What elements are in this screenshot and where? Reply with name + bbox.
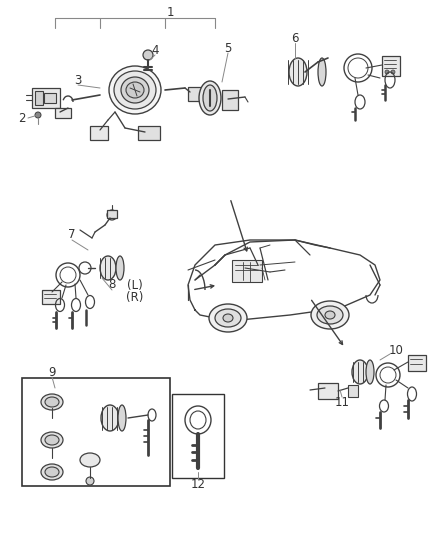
Bar	[35, 91, 43, 105]
Ellipse shape	[366, 360, 374, 384]
Circle shape	[391, 70, 395, 74]
Circle shape	[385, 70, 389, 74]
Text: 4: 4	[151, 44, 159, 56]
Circle shape	[35, 112, 41, 118]
Text: 8: 8	[108, 279, 116, 292]
Ellipse shape	[209, 304, 247, 332]
Ellipse shape	[289, 58, 307, 86]
Text: 1: 1	[166, 5, 174, 19]
Text: 2: 2	[18, 111, 26, 125]
Ellipse shape	[317, 306, 343, 324]
Ellipse shape	[41, 432, 63, 448]
Bar	[107, 210, 117, 218]
Bar	[348, 385, 358, 397]
Bar	[382, 56, 400, 76]
Bar	[138, 126, 160, 140]
Ellipse shape	[116, 256, 124, 280]
Text: 12: 12	[191, 478, 205, 490]
Bar	[188, 87, 202, 101]
Bar	[32, 88, 60, 108]
Bar	[408, 355, 426, 371]
Ellipse shape	[100, 256, 116, 280]
Bar	[172, 394, 224, 478]
Ellipse shape	[203, 85, 217, 111]
Ellipse shape	[352, 360, 368, 384]
Text: 5: 5	[224, 42, 232, 54]
Ellipse shape	[41, 464, 63, 480]
Ellipse shape	[80, 453, 100, 467]
Text: 3: 3	[74, 74, 82, 86]
Bar	[318, 383, 338, 399]
Ellipse shape	[121, 77, 149, 103]
Text: 7: 7	[68, 229, 76, 241]
Ellipse shape	[118, 405, 126, 431]
Ellipse shape	[215, 309, 241, 327]
Bar	[232, 260, 262, 282]
Ellipse shape	[41, 394, 63, 410]
Ellipse shape	[199, 81, 221, 115]
Bar	[42, 290, 60, 304]
Ellipse shape	[101, 405, 119, 431]
Circle shape	[86, 477, 94, 485]
Bar	[90, 126, 108, 140]
Ellipse shape	[325, 311, 335, 319]
Text: 10: 10	[389, 343, 403, 357]
Text: 6: 6	[291, 31, 299, 44]
Text: 9: 9	[48, 366, 56, 378]
Ellipse shape	[45, 435, 59, 445]
Text: 11: 11	[335, 395, 350, 408]
Ellipse shape	[114, 71, 156, 109]
Bar	[22, 378, 170, 486]
Circle shape	[107, 210, 117, 220]
Ellipse shape	[126, 82, 144, 98]
Ellipse shape	[45, 397, 59, 407]
Text: (R): (R)	[126, 292, 144, 304]
Bar	[55, 108, 71, 118]
Ellipse shape	[318, 58, 326, 86]
Ellipse shape	[109, 66, 161, 114]
Text: (L): (L)	[127, 279, 143, 292]
Circle shape	[143, 50, 153, 60]
Ellipse shape	[45, 467, 59, 477]
Ellipse shape	[311, 301, 349, 329]
Ellipse shape	[223, 314, 233, 322]
Bar	[222, 90, 238, 110]
Bar	[44, 93, 56, 103]
